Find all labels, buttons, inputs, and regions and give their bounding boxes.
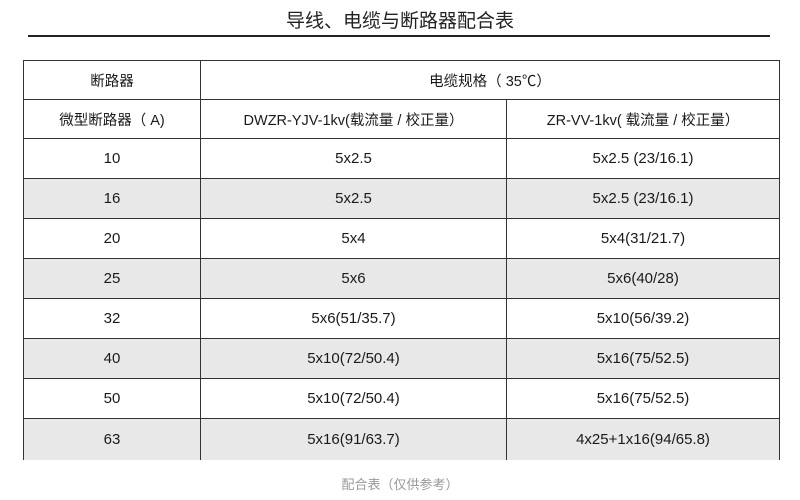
yjv-cable-cell: 5x16(91/63.7)	[200, 418, 507, 460]
yjv-cable-cell: 5x10(72/50.4)	[200, 378, 507, 419]
page-title: 导线、电缆与断路器配合表	[285, 10, 514, 32]
header-row-1: 断路器 电缆规格（ 35℃）	[23, 60, 781, 100]
breaker-cable-table: 断路器 电缆规格（ 35℃） 微型断路器（ A) DWZR-YJV-1kv(载流…	[23, 60, 781, 460]
yjv-cable-cell: 5x6(51/35.7)	[200, 298, 507, 339]
header-breaker: 断路器	[23, 60, 201, 100]
vv-cable-cell: 5x4(31/21.7)	[505, 218, 781, 259]
table-row: 32 5x6(51/35.7) 5x10(56/39.2)	[23, 298, 781, 339]
header-col1: DWZR-YJV-1kv(载流量 / 校正量）	[200, 99, 507, 139]
vv-cable-cell: 5x16(75/52.5)	[505, 378, 781, 419]
breaker-rating-cell: 10	[23, 138, 201, 179]
breaker-rating-cell: 63	[23, 418, 201, 460]
breaker-rating-cell: 50	[23, 378, 201, 419]
header-mcb: 微型断路器（ A)	[23, 99, 201, 139]
breaker-rating-cell: 32	[23, 298, 201, 339]
table-caption: 配合表（仅供参考）	[341, 478, 459, 493]
yjv-cable-cell: 5x6	[200, 258, 507, 299]
header-col2: ZR-VV-1kv( 载流量 / 校正量）	[505, 99, 781, 139]
breaker-rating-cell: 20	[23, 218, 201, 259]
yjv-cable-cell: 5x4	[200, 218, 507, 259]
table-row: 40 5x10(72/50.4) 5x16(75/52.5)	[23, 338, 781, 379]
table-row: 16 5x2.5 5x2.5 (23/16.1)	[23, 178, 781, 219]
yjv-cable-cell: 5x2.5	[200, 178, 507, 219]
vv-cable-cell: 4x25+1x16(94/65.8)	[505, 418, 781, 460]
table-row: 20 5x4 5x4(31/21.7)	[23, 218, 781, 259]
yjv-cable-cell: 5x2.5	[200, 138, 507, 179]
yjv-cable-cell: 5x10(72/50.4)	[200, 338, 507, 379]
table-row: 10 5x2.5 5x2.5 (23/16.1)	[23, 138, 781, 179]
breaker-rating-cell: 16	[23, 178, 201, 219]
table-row: 25 5x6 5x6(40/28)	[23, 258, 781, 299]
header-cable-spec: 电缆规格（ 35℃）	[199, 60, 781, 100]
vv-cable-cell: 5x2.5 (23/16.1)	[505, 178, 781, 219]
table-row: 50 5x10(72/50.4) 5x16(75/52.5)	[23, 378, 781, 419]
breaker-rating-cell: 40	[23, 338, 201, 379]
table-row: 63 5x16(91/63.7) 4x25+1x16(94/65.8)	[23, 418, 781, 460]
header-row-2: 微型断路器（ A) DWZR-YJV-1kv(载流量 / 校正量） ZR-VV-…	[23, 99, 781, 139]
vv-cable-cell: 5x16(75/52.5)	[505, 338, 781, 379]
vv-cable-cell: 5x6(40/28)	[505, 258, 781, 299]
title-divider	[28, 35, 770, 37]
breaker-rating-cell: 25	[23, 258, 201, 299]
vv-cable-cell: 5x2.5 (23/16.1)	[505, 138, 781, 179]
vv-cable-cell: 5x10(56/39.2)	[505, 298, 781, 339]
